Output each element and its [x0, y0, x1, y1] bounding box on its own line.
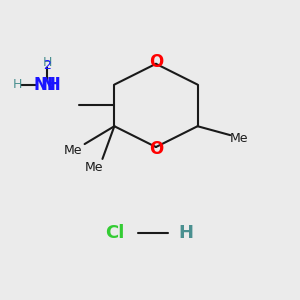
Text: Me: Me — [84, 161, 103, 174]
Text: O: O — [149, 53, 163, 71]
Text: 2: 2 — [44, 59, 51, 72]
Text: Me: Me — [64, 143, 82, 157]
Text: Cl: Cl — [105, 224, 124, 242]
Text: NH: NH — [34, 76, 61, 94]
Text: O: O — [149, 140, 163, 158]
Text: N: N — [40, 76, 55, 94]
Text: H: H — [43, 56, 52, 69]
Text: H: H — [13, 78, 22, 91]
Text: Me: Me — [230, 132, 248, 145]
Text: H: H — [178, 224, 193, 242]
